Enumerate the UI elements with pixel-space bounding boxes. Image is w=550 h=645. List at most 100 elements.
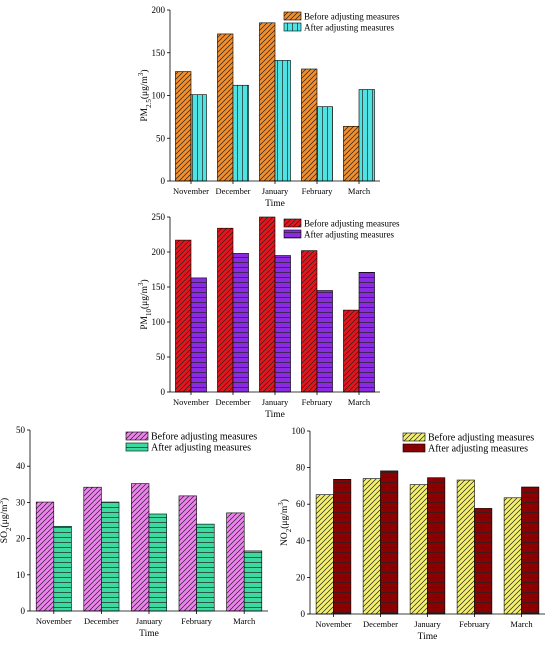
y-tick-label-pm25: 200	[152, 5, 166, 15]
y-tick-label-no2: 80	[296, 463, 306, 473]
legend-label-so2-0: Before adjusting measures	[151, 432, 257, 443]
x-tick-label-pm25: February	[302, 186, 333, 196]
y-tick-label-so2: 10	[16, 570, 26, 580]
bar-pm10-after-november	[190, 277, 207, 393]
y-tick-label-pm25: 50	[156, 133, 166, 143]
y-tick-label-so2: 30	[16, 497, 26, 507]
legend-label-pm10-1: After adjusting measures	[304, 230, 394, 240]
bar-pm25-before-december	[217, 33, 234, 182]
y-tick-label-pm25: 150	[152, 48, 166, 58]
x-tick-label-pm25: November	[173, 186, 209, 196]
bar-pm25-after-november	[190, 94, 207, 182]
x-tick-label-pm10: November	[173, 397, 209, 407]
x-tick-label-pm10: March	[348, 397, 371, 407]
x-tick-label-no2: December	[363, 619, 398, 629]
legend-label-pm10-0: Before adjusting measures	[304, 219, 400, 229]
chart-pm25: 0 50 100 150 200 November December January Febru…	[137, 5, 400, 209]
bar-no2-before-january	[409, 484, 428, 615]
bar-so2-before-november	[35, 501, 55, 612]
x-tick-label-so2: November	[36, 616, 72, 626]
legend-swatch-so2-1	[125, 442, 149, 452]
legend-label-no2-0: Before adjusting measures	[428, 433, 534, 444]
bar-no2-before-march	[503, 497, 522, 615]
x-axis-title-pm25: Time	[265, 199, 285, 209]
bar-pm10-after-december	[232, 253, 249, 393]
y-tick-label-so2: 0	[21, 606, 26, 616]
y-tick-label-no2: 100	[292, 426, 306, 436]
chart-no2: 0 20 40 60 80 100 November December January Febru…	[277, 426, 545, 642]
y-tick-label-no2: 20	[296, 572, 306, 582]
y-tick-label-so2: 20	[16, 534, 26, 544]
bar-pm25-after-january	[274, 60, 291, 182]
bar-no2-after-january	[427, 477, 446, 615]
bar-pm25-before-january	[259, 22, 276, 182]
chart-so2: 0 10 20 30 40 50 November December January Februa…	[0, 425, 268, 639]
bar-pm10-before-january	[259, 216, 276, 393]
bar-pm10-after-january	[274, 255, 291, 393]
y-tick-label-pm25: 0	[161, 176, 166, 186]
y-tick-label-so2: 40	[16, 461, 26, 471]
x-tick-label-pm10: February	[302, 397, 333, 407]
x-tick-label-so2: February	[181, 616, 212, 626]
x-tick-label-no2: March	[510, 619, 533, 629]
bar-no2-before-november	[315, 494, 334, 615]
x-tick-label-pm10: January	[262, 397, 289, 407]
bar-so2-after-march	[243, 550, 263, 612]
x-axis-title-pm10: Time	[265, 410, 285, 420]
bar-so2-before-january	[131, 483, 150, 612]
y-axis-title-no2: NO2(μg/m3)	[277, 499, 293, 546]
bar-pm25-after-february	[316, 106, 333, 182]
x-tick-label-no2: November	[316, 619, 352, 629]
x-tick-label-no2: January	[414, 619, 441, 629]
legend-label-pm25-1: After adjusting measures	[304, 23, 394, 33]
bar-pm10-before-november	[175, 239, 192, 393]
bar-so2-before-february	[178, 495, 197, 612]
bar-so2-before-december	[83, 486, 102, 612]
y-axis-title-pm25: PM2.5(μg/m3)	[137, 69, 153, 121]
legend-swatch-no2-1	[402, 443, 426, 453]
bar-no2-after-december	[380, 470, 399, 615]
bar-so2-after-december	[101, 501, 120, 612]
legend-swatch-pm10-1	[283, 229, 302, 239]
y-tick-label-pm10: 0	[161, 387, 166, 397]
bar-pm25-before-february	[301, 68, 318, 182]
x-tick-label-pm25: March	[348, 186, 371, 196]
bar-so2-after-february	[196, 523, 215, 612]
y-tick-label-so2: 50	[16, 425, 26, 435]
x-tick-label-so2: December	[84, 616, 119, 626]
legend-swatch-pm25-0	[283, 11, 302, 21]
legend-swatch-no2-0	[402, 432, 426, 442]
y-tick-label-pm10: 50	[156, 352, 166, 362]
bar-pm10-after-february	[316, 290, 333, 393]
y-tick-label-pm10: 250	[152, 212, 166, 222]
bar-pm10-before-march	[343, 309, 360, 393]
y-tick-label-pm10: 150	[152, 282, 166, 292]
bar-no2-before-december	[362, 478, 381, 615]
bar-pm10-before-december	[217, 227, 234, 393]
chart-pm10: 0 50 100 150 200 250 November December January Fe…	[137, 212, 400, 420]
x-tick-label-so2: January	[136, 616, 163, 626]
legend-label-no2-1: After adjusting measures	[428, 444, 528, 455]
x-axis-title-no2: Time	[418, 632, 438, 642]
bar-no2-after-march	[521, 486, 540, 615]
y-tick-label-pm25: 100	[152, 91, 166, 101]
x-tick-label-so2: March	[233, 616, 256, 626]
y-tick-label-no2: 60	[296, 499, 306, 509]
bar-no2-before-february	[456, 479, 475, 615]
legend-label-so2-1: After adjusting measures	[151, 443, 251, 454]
y-tick-label-pm10: 200	[152, 247, 166, 257]
x-tick-label-pm10: December	[216, 397, 251, 407]
x-tick-label-pm25: January	[262, 186, 289, 196]
legend-swatch-so2-0	[125, 431, 149, 441]
bar-so2-before-march	[226, 512, 245, 612]
bar-pm10-before-february	[301, 250, 318, 393]
y-axis-title-pm10: PM10(μg/m3)	[137, 279, 153, 329]
legend-swatch-pm10-0	[283, 218, 302, 228]
legend-swatch-pm25-1	[283, 22, 302, 32]
legend-label-pm25-0: Before adjusting measures	[304, 12, 400, 22]
bar-no2-after-november	[333, 479, 352, 615]
x-tick-label-no2: February	[459, 619, 490, 629]
x-axis-title-so2: Time	[139, 629, 159, 639]
bar-pm25-before-march	[343, 125, 360, 182]
